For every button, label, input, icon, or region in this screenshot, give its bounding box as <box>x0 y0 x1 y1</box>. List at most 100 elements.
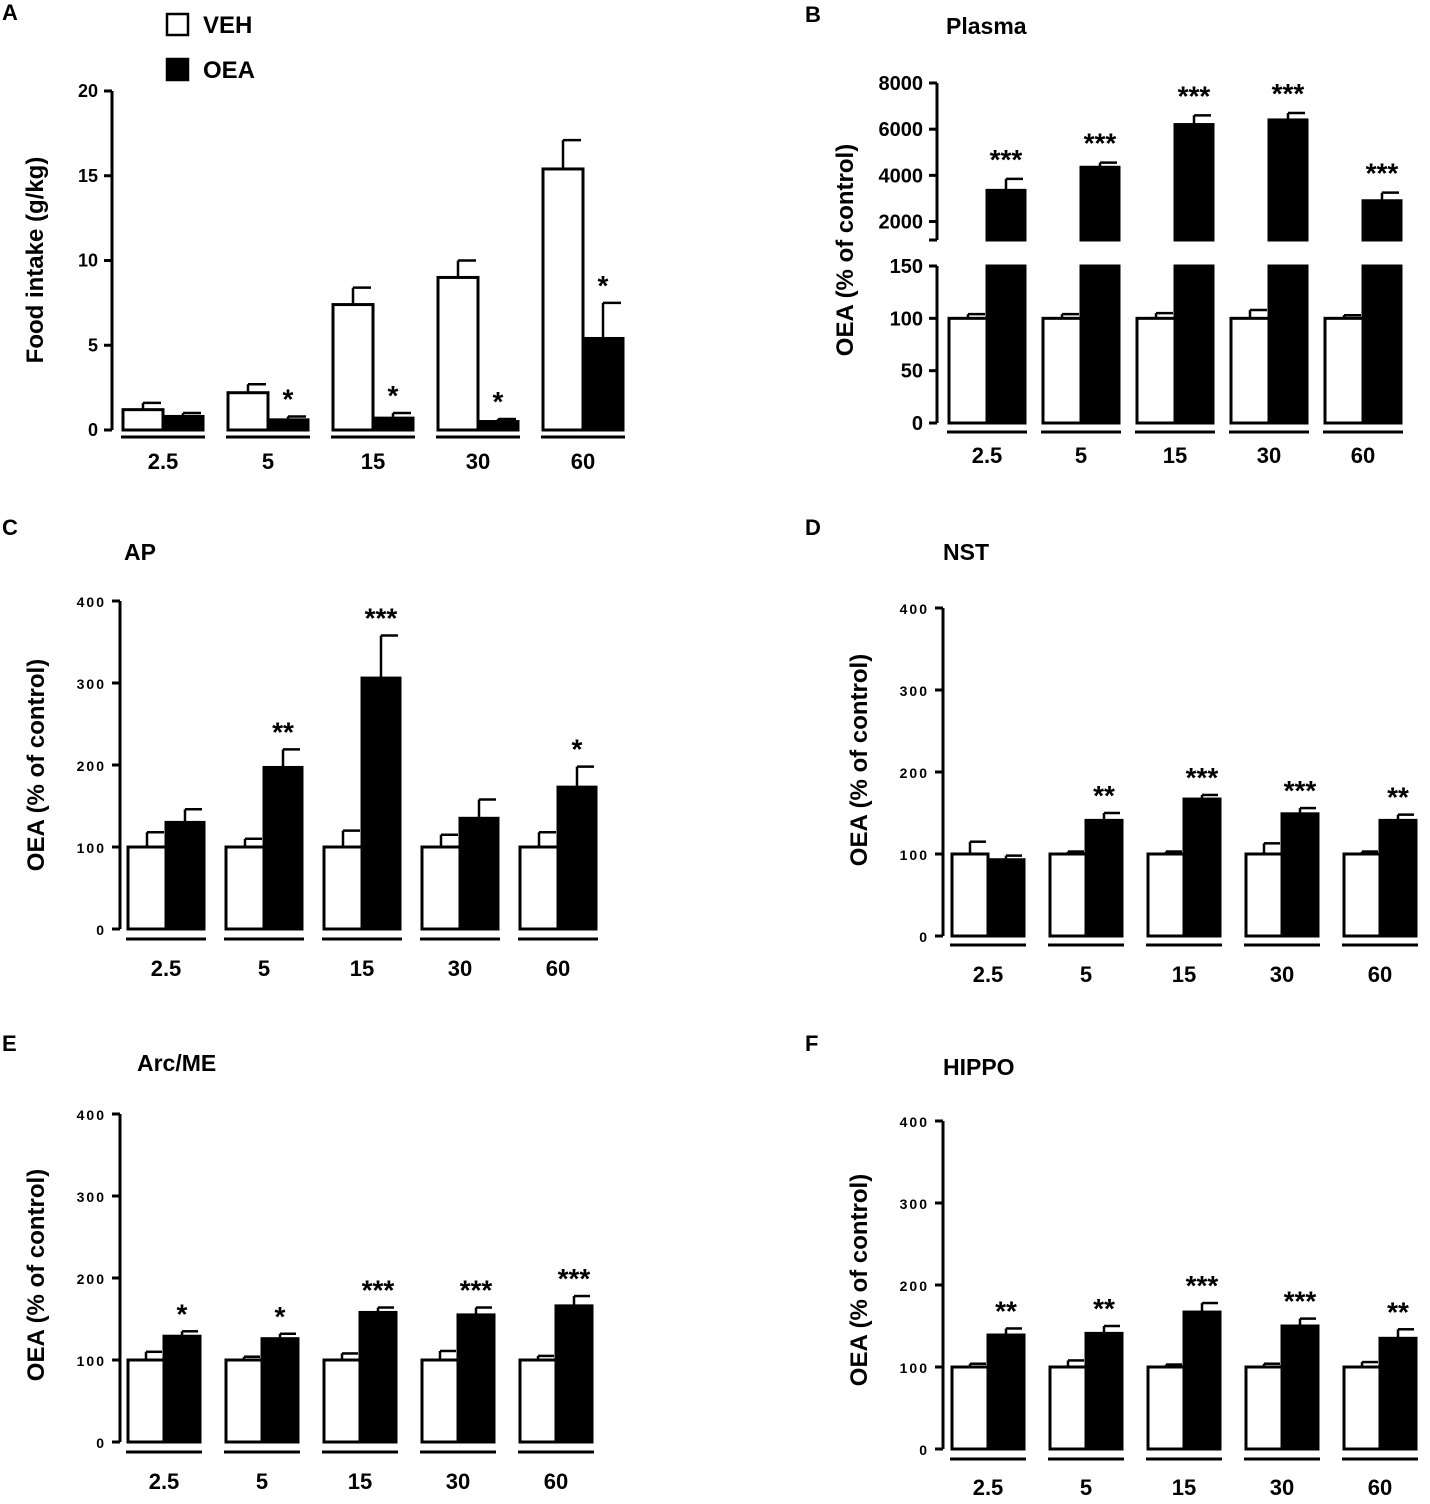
panel-letter-e: E <box>2 1031 17 1056</box>
significance-label-5: * <box>275 1301 286 1332</box>
significance-label-15: *** <box>1178 80 1211 111</box>
significance-label-2.5: ** <box>995 1295 1017 1326</box>
bar-veh-5 <box>1048 1365 1088 1451</box>
bar-oea-60 <box>1378 1336 1418 1451</box>
bar-oea-5 <box>262 765 304 931</box>
significance-label-15: *** <box>1186 1270 1219 1301</box>
bar-oea-30-lower <box>1267 264 1309 425</box>
bar-oea-15 <box>1182 1310 1222 1451</box>
x-tick-label-2.5: 2.5 <box>148 449 179 474</box>
chart-title: NST <box>943 539 989 565</box>
bar-oea-60 <box>581 336 625 432</box>
bar-veh-5 <box>1041 316 1083 425</box>
significance-label-60: * <box>598 270 609 301</box>
x-tick-label-30: 30 <box>1270 1475 1294 1500</box>
x-tick-label-15: 15 <box>361 449 385 474</box>
bar-oea-60 <box>554 1304 594 1444</box>
y-tick-label: 400 <box>77 594 106 610</box>
y-tick-label: 100 <box>900 847 929 863</box>
bar-veh-5 <box>224 1358 264 1444</box>
x-tick-label-5: 5 <box>258 956 270 981</box>
x-tick-label-60: 60 <box>1368 1475 1392 1500</box>
bar-veh-60 <box>541 167 585 432</box>
y-tick-label: 6000 <box>879 119 924 141</box>
bar-veh-5 <box>224 845 266 931</box>
bar-veh-5 <box>226 391 270 432</box>
bar-veh-2.5 <box>126 1358 166 1444</box>
bar-veh-15 <box>322 1358 362 1444</box>
y-tick-label: 200 <box>77 1271 106 1287</box>
x-tick-label-60: 60 <box>1351 443 1375 468</box>
bar-oea-2.5-upper <box>985 188 1027 242</box>
x-tick-label-5: 5 <box>262 449 274 474</box>
bar-veh-30 <box>420 1358 460 1444</box>
y-tick-label: 10 <box>78 251 98 271</box>
legend: VEH OEA <box>165 12 255 84</box>
x-tick-label-60: 60 <box>571 449 595 474</box>
x-tick-label-30: 30 <box>1257 443 1281 468</box>
bar-oea-2.5 <box>986 1333 1026 1451</box>
y-tick-label: 300 <box>900 683 929 699</box>
bar-oea-15 <box>358 1310 398 1444</box>
y-tick-label: 15 <box>78 166 98 186</box>
significance-label-30: *** <box>1272 78 1305 109</box>
bar-oea-60 <box>1378 818 1418 938</box>
bar-oea-30 <box>456 1313 496 1444</box>
significance-label-5: ** <box>1093 1293 1115 1324</box>
x-tick-label-5: 5 <box>1080 1475 1092 1500</box>
x-tick-label-15: 15 <box>1172 962 1196 987</box>
panel-letter-c: C <box>2 515 18 540</box>
bar-veh-15 <box>1146 1365 1186 1451</box>
bar-veh-60 <box>518 1358 558 1444</box>
y-axis-label: Food intake (g/kg) <box>22 157 49 364</box>
y-tick-label: 300 <box>77 1189 106 1205</box>
y-tick-label: 2000 <box>879 212 924 234</box>
y-tick-label: 300 <box>900 1196 929 1212</box>
bar-oea-15 <box>371 416 415 432</box>
bar-oea-2.5 <box>161 414 205 432</box>
y-tick-label: 0 <box>919 1442 929 1458</box>
chart-panel-b: Plasma OEA (% of control) 0 50 100 150 2000 400… <box>832 13 1403 468</box>
y-tick-label: 150 <box>890 256 923 278</box>
x-tick-label-30: 30 <box>448 956 472 981</box>
y-tick-label: 100 <box>77 840 106 856</box>
chart-panel-d: NST OEA (% of control) 0 100 200 300 400 2.5 ** 5… <box>846 539 1418 987</box>
y-tick-label: 0 <box>96 1435 106 1451</box>
y-tick-label: 0 <box>912 413 923 435</box>
significance-label-30: *** <box>1284 775 1317 806</box>
chart-panel-e: Arc/ME OEA (% of control) 0 100 200 300 400 * 2.… <box>23 1050 594 1494</box>
bar-veh-30 <box>1229 316 1271 425</box>
bar-veh-60 <box>518 845 560 931</box>
significance-label-15: *** <box>1186 762 1219 793</box>
y-tick-label: 0 <box>96 922 106 938</box>
bar-veh-60 <box>1342 852 1382 938</box>
significance-label-60: *** <box>558 1263 591 1294</box>
chart-title: AP <box>124 539 156 565</box>
x-tick-label-15: 15 <box>1163 443 1187 468</box>
y-tick-label: 50 <box>901 361 923 383</box>
y-tick-label: 100 <box>900 1360 929 1376</box>
chart-title: Plasma <box>946 13 1027 39</box>
significance-label-2.5: *** <box>990 144 1023 175</box>
x-tick-label-15: 15 <box>350 956 374 981</box>
x-tick-label-2.5: 2.5 <box>149 1469 180 1494</box>
y-tick-label: 4000 <box>879 165 924 187</box>
y-tick-label: 0 <box>88 420 98 440</box>
y-tick-label: 5 <box>88 335 98 355</box>
bar-oea-5 <box>266 418 310 432</box>
bar-veh-15 <box>331 303 375 432</box>
bar-oea-60-lower <box>1361 264 1403 425</box>
significance-label-5: * <box>283 383 294 414</box>
y-tick-label: 400 <box>77 1107 106 1123</box>
y-axis-label: OEA (% of control) <box>23 659 50 871</box>
x-tick-label-30: 30 <box>466 449 490 474</box>
bar-veh-30 <box>420 845 462 931</box>
bar-oea-2.5-lower <box>985 264 1027 425</box>
significance-label-15: *** <box>362 1275 395 1306</box>
y-tick-label: 200 <box>900 1278 929 1294</box>
y-tick-label: 100 <box>77 1353 106 1369</box>
significance-label-2.5: * <box>177 1298 188 1329</box>
x-tick-label-2.5: 2.5 <box>972 443 1003 468</box>
y-tick-label: 400 <box>900 601 929 617</box>
y-axis-label: OEA (% of control) <box>846 654 873 866</box>
